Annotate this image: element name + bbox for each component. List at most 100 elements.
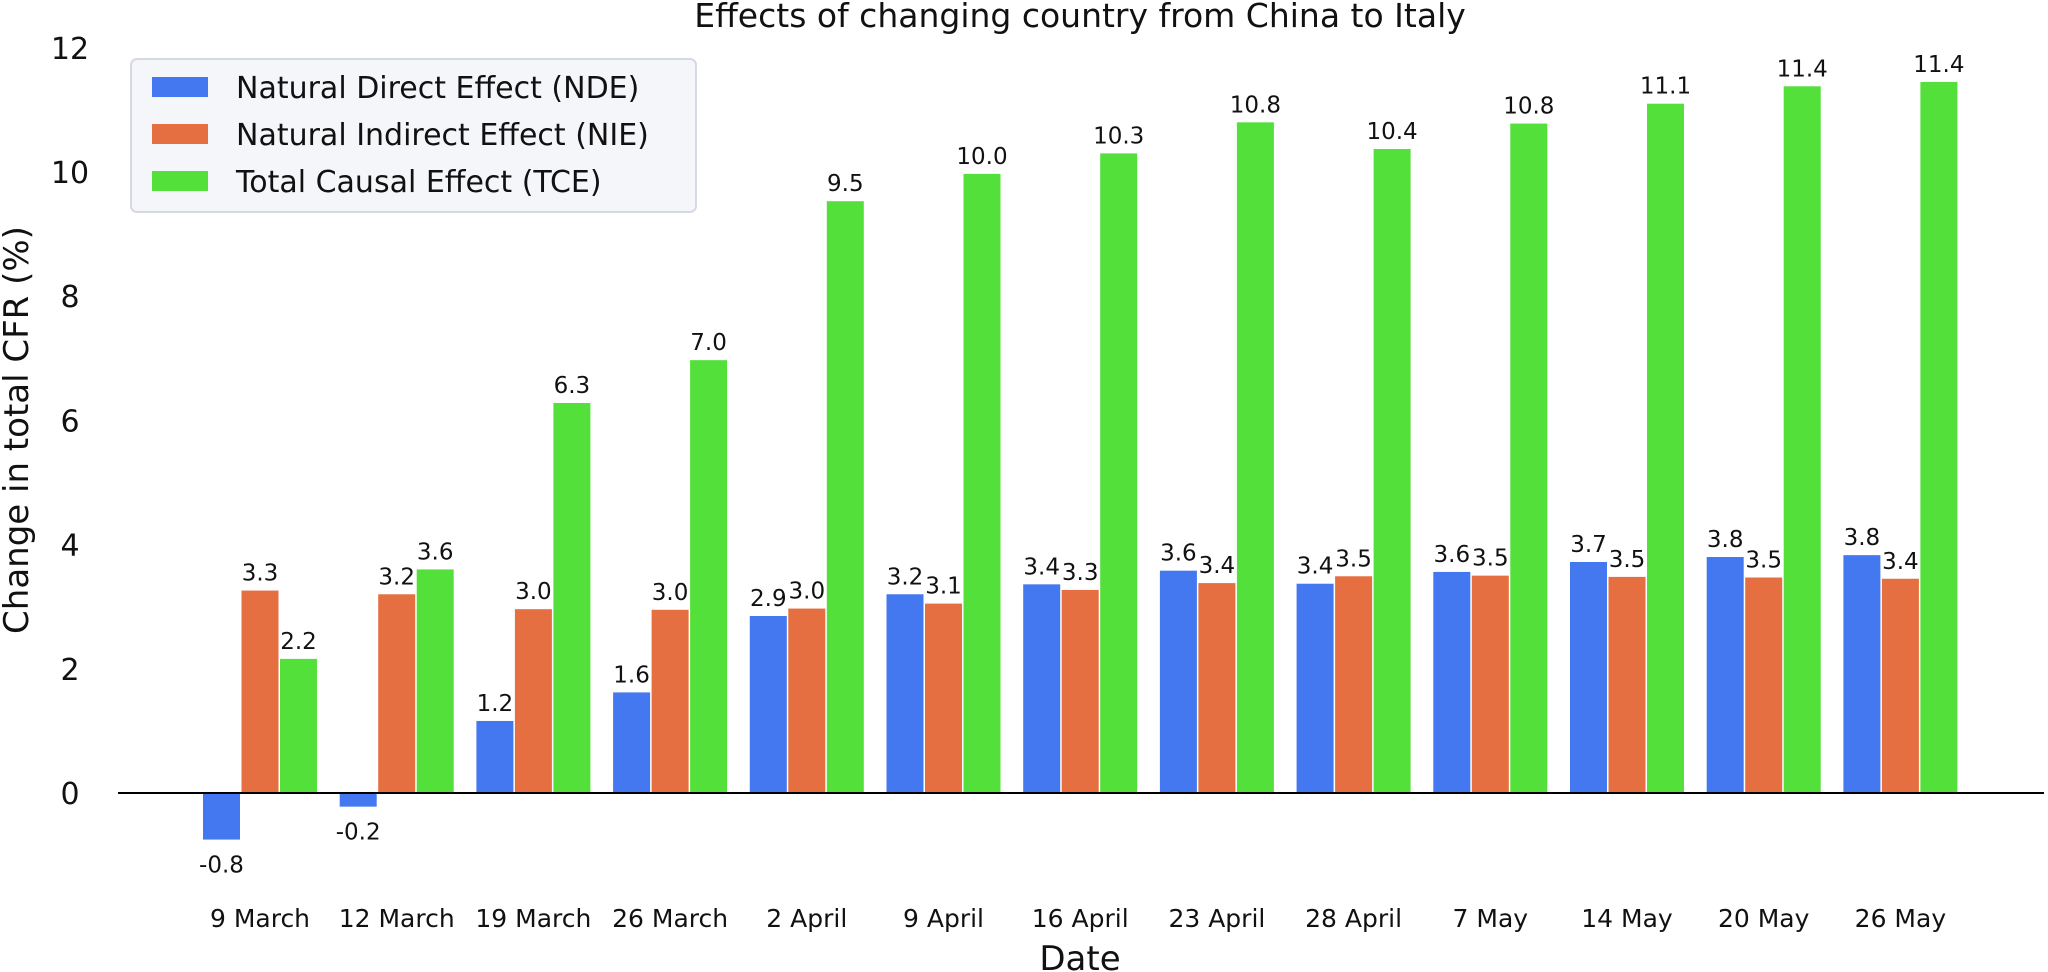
- y-tick-label: 10: [51, 156, 89, 191]
- data-label: 11.1: [1640, 74, 1691, 100]
- data-label: 3.4: [1882, 549, 1919, 575]
- bar-series-0-7: [1159, 570, 1197, 793]
- data-label: 3.5: [1335, 546, 1372, 572]
- bar-series-1-1: [378, 594, 416, 793]
- data-label: 3.6: [1434, 542, 1471, 568]
- x-tick-label: 20 May: [1718, 904, 1810, 933]
- data-label: -0.8: [199, 853, 244, 879]
- data-label: 10.8: [1230, 92, 1281, 118]
- data-label: 3.6: [1160, 541, 1197, 567]
- y-axis-ticks: 0 2 4 6 8 10 12: [51, 32, 89, 812]
- bar-series-1-11: [1745, 577, 1783, 793]
- x-tick-label: 23 April: [1168, 904, 1265, 933]
- legend-label: Total Causal Effect (TCE): [235, 165, 602, 200]
- x-axis-ticks: 9 March 12 March 19 March 26 March 2 April 9 …: [210, 904, 1946, 933]
- bar-series-1-2: [514, 609, 552, 793]
- y-tick-label: 12: [51, 32, 89, 67]
- data-label: 3.2: [887, 564, 924, 590]
- legend-label: Natural Direct Effect (NDE): [236, 71, 639, 106]
- data-label: 3.5: [1609, 547, 1646, 573]
- x-axis-title: Date: [1039, 939, 1120, 972]
- data-label: 11.4: [1777, 56, 1828, 82]
- data-label: 1.2: [477, 691, 514, 717]
- data-label: 3.2: [378, 564, 415, 590]
- y-tick-label: 2: [60, 653, 79, 688]
- x-tick-label: 7 May: [1453, 904, 1529, 933]
- data-label: 3.8: [1707, 527, 1744, 553]
- bar-series-2-5: [963, 173, 1001, 793]
- bar-series-2-4: [826, 201, 864, 793]
- bar-series-1-12: [1881, 578, 1919, 793]
- bar-series-2-10: [1647, 103, 1684, 793]
- data-label: 3.6: [417, 539, 454, 565]
- bar-series-1-0: [241, 590, 279, 793]
- y-tick-label: 0: [60, 777, 79, 812]
- bar-series-0-9: [1433, 571, 1471, 793]
- x-tick-label: 26 May: [1855, 904, 1947, 933]
- bar-series-2-9: [1510, 123, 1548, 793]
- bar-series-1-10: [1608, 576, 1646, 793]
- x-tick-label: 14 May: [1581, 904, 1673, 933]
- data-label: 10.4: [1366, 119, 1417, 145]
- y-tick-label: 8: [60, 280, 79, 315]
- bar-series-0-2: [476, 720, 514, 793]
- data-labels: -0.83.32.2-0.23.23.61.23.06.31.63.07.02.…: [199, 52, 1964, 879]
- bars: [203, 81, 1958, 840]
- bar-series-2-3: [690, 360, 728, 793]
- x-tick-label: 19 March: [475, 904, 591, 933]
- x-tick-label: 28 April: [1305, 904, 1402, 933]
- bar-series-0-11: [1706, 557, 1744, 793]
- data-label: 3.4: [1199, 553, 1236, 579]
- data-label: 3.4: [1297, 554, 1334, 580]
- legend-box: [130, 58, 697, 213]
- data-label: 3.8: [1844, 525, 1881, 551]
- data-label: 3.4: [1023, 554, 1060, 580]
- data-label: 9.5: [827, 171, 864, 197]
- x-tick-label: 26 March: [612, 904, 728, 933]
- bar-series-0-6: [1023, 584, 1061, 793]
- data-label: 3.3: [1062, 560, 1099, 586]
- data-label: 6.3: [554, 373, 591, 399]
- bar-series-1-5: [925, 603, 962, 793]
- data-label: 3.0: [789, 579, 826, 605]
- data-label: 3.7: [1570, 532, 1607, 558]
- bar-series-1-6: [1061, 589, 1099, 793]
- data-label: 10.8: [1503, 94, 1554, 120]
- bar-series-0-5: [886, 594, 924, 793]
- bar-series-1-8: [1335, 576, 1373, 793]
- data-label: 3.3: [242, 561, 279, 587]
- y-tick-label: 6: [60, 404, 79, 439]
- x-tick-label: 9 April: [903, 904, 984, 933]
- data-label: -0.2: [336, 820, 381, 846]
- data-label: 2.2: [280, 629, 317, 655]
- bar-series-1-7: [1198, 583, 1236, 793]
- data-label: 3.1: [925, 574, 962, 600]
- bar-series-1-9: [1471, 575, 1509, 793]
- legend: Natural Direct Effect (NDE) Natural Indir…: [130, 58, 697, 213]
- bar-series-2-2: [553, 403, 591, 793]
- legend-swatch: [152, 171, 208, 191]
- bar-series-2-8: [1373, 149, 1411, 793]
- bar-series-2-6: [1100, 153, 1138, 793]
- data-label: 7.0: [690, 330, 727, 356]
- bar-series-0-4: [749, 616, 787, 793]
- bar-series-2-12: [1920, 81, 1958, 793]
- x-tick-label: 9 March: [210, 904, 310, 933]
- bar-series-2-7: [1236, 122, 1274, 793]
- x-tick-label: 16 April: [1032, 904, 1129, 933]
- bar-series-0-10: [1570, 561, 1607, 793]
- bar-series-0-12: [1843, 555, 1881, 793]
- bar-series-2-11: [1783, 86, 1821, 793]
- bar-series-0-3: [613, 692, 651, 793]
- bar-series-0-8: [1296, 583, 1334, 793]
- bar-series-2-1: [416, 569, 454, 793]
- data-label: 10.3: [1093, 123, 1144, 149]
- bar-series-1-4: [788, 608, 826, 793]
- chart-title: Effects of changing country from China t…: [694, 0, 1466, 35]
- data-label: 3.5: [1472, 546, 1509, 572]
- bar-series-2-0: [280, 658, 317, 793]
- data-label: 3.0: [515, 579, 552, 605]
- x-tick-label: 12 March: [339, 904, 455, 933]
